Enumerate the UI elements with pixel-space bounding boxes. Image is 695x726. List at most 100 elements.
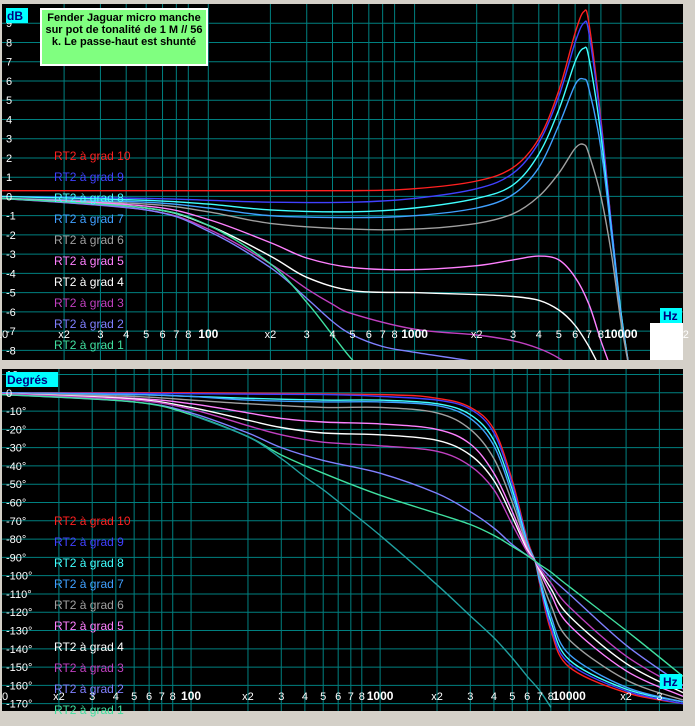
y-tick-label: -40° <box>6 461 26 473</box>
x-tick-label: 10 <box>0 329 8 341</box>
legend-entry: RT2 à grad 3 <box>54 661 124 675</box>
x-tick-label: 3 <box>510 329 516 341</box>
y-tick-label: -110° <box>6 589 32 601</box>
y-tick-label: 4 <box>6 114 12 126</box>
x-tick-label: 6 <box>146 691 152 703</box>
y-tick-label: -90° <box>6 552 26 564</box>
y-tick-label: 0 <box>6 191 12 203</box>
x-tick-label: 10000 <box>552 689 586 703</box>
x-tick-label: 8 <box>185 329 191 341</box>
x-tick-label: 5 <box>320 691 326 703</box>
x-tick-label: 7 <box>159 691 165 703</box>
phase-chart: 100-10°-20°-30°-40°-50°-60°-70°-80°-90°-… <box>0 369 683 717</box>
legend-entry: RT2 à grad 10 <box>54 149 131 163</box>
series-line <box>2 391 683 705</box>
y-tick-label: 8 <box>6 37 12 49</box>
legend-entry: RT2 à grad 7 <box>54 212 124 226</box>
y-tick-label: -20° <box>6 424 26 436</box>
legend-entry: RT2 à grad 5 <box>54 254 124 268</box>
x-tick-label: 3 <box>304 329 310 341</box>
x-axis-label-top: Hz <box>663 309 678 323</box>
x-axis-label: Hz <box>663 675 678 689</box>
legend-entry: RT2 à grad 4 <box>54 640 124 654</box>
y-tick-label: 3 <box>6 134 12 146</box>
y-tick-label: 2 <box>6 153 12 165</box>
y-tick-label: 6 <box>6 76 12 88</box>
y-tick-label: -50° <box>6 479 26 491</box>
x-tick-label: 1000 <box>367 689 394 703</box>
x-tick-label: 10 <box>0 691 8 703</box>
x-tick-label: x2 <box>58 329 70 341</box>
legend-entry: RT2 à grad 7 <box>54 577 124 591</box>
x-tick-label: x2 <box>53 691 65 703</box>
legend-entry: RT2 à grad 8 <box>54 556 124 570</box>
y-tick-label: -170° <box>6 699 32 711</box>
series-line <box>2 197 354 360</box>
x-tick-label: 6 <box>159 329 165 341</box>
y-tick-label: -140° <box>6 644 32 656</box>
y-tick-label: 7 <box>6 57 12 69</box>
x-tick-label: 5 <box>143 329 149 341</box>
x-tick-label: 4 <box>491 691 497 703</box>
series-line <box>190 414 552 708</box>
x-tick-label: 3 <box>278 691 284 703</box>
legend-entry: RT2 à grad 1 <box>54 703 124 717</box>
series-line <box>2 393 683 686</box>
x-tick-label: x2 <box>620 691 632 703</box>
series-line <box>2 197 470 360</box>
x-tick-label: 4 <box>536 329 542 341</box>
x-tick-label: 5 <box>349 329 355 341</box>
y-tick-label: -1 <box>6 211 16 223</box>
x-tick-label: 4 <box>329 329 335 341</box>
series-line <box>2 392 683 705</box>
series-line <box>2 393 683 698</box>
x-tick-label: 4 <box>113 691 119 703</box>
legend-entry: RT2 à grad 2 <box>54 317 124 331</box>
legend-entry: RT2 à grad 5 <box>54 619 124 633</box>
x-tick-label: 3 <box>656 691 662 703</box>
x-tick-label: 8 <box>170 691 176 703</box>
x-tick-label: 8 <box>392 329 398 341</box>
x-tick-label: 7 <box>537 691 543 703</box>
y-unit-badge <box>6 8 28 23</box>
legend-entry: RT2 à grad 9 <box>54 170 124 184</box>
series-line <box>2 393 683 694</box>
x-tick-label: 5 <box>131 691 137 703</box>
x-tick-label: 6 <box>524 691 530 703</box>
y-tick-label: -8 <box>6 345 16 357</box>
x-tick-label: x2 <box>242 691 254 703</box>
y-tick-label: -3 <box>6 249 16 261</box>
legend-entry: RT2 à grad 1 <box>54 338 124 352</box>
y-tick-label: -60° <box>6 498 26 510</box>
series-line <box>2 393 683 690</box>
x-tick-label: 4 <box>302 691 308 703</box>
y-tick-label: -4 <box>6 268 16 280</box>
x-tick-label: x2 <box>265 329 277 341</box>
y-axis-label: Degrés <box>7 373 48 387</box>
legend-entry: RT2 à grad 3 <box>54 296 124 310</box>
y-tick-label: -7 <box>6 326 16 338</box>
note-box: Fender Jaguar micro manche sur pot de to… <box>40 8 208 66</box>
y-tick-label: -120° <box>6 607 32 619</box>
x-tick-label: 8 <box>548 691 554 703</box>
x-unit-badge <box>660 674 682 689</box>
series-line <box>2 392 683 703</box>
y-tick-label: -6 <box>6 307 16 319</box>
series-line <box>2 143 629 360</box>
x-tick-label: 5 <box>509 691 515 703</box>
x-tick-label: 1000 <box>401 327 428 341</box>
y-tick-label: -150° <box>6 662 32 674</box>
y-tick-label: -100° <box>6 571 32 583</box>
x-tick-label: x2 <box>431 691 443 703</box>
y-tick-label: -130° <box>6 626 32 638</box>
x-tick-label: 3 <box>89 691 95 703</box>
x-tick-label: 6 <box>335 691 341 703</box>
x-tick-label: 8 <box>359 691 365 703</box>
x-tick-label: 4 <box>123 329 129 341</box>
legend-entry: RT2 à grad 6 <box>54 233 124 247</box>
series-line <box>2 197 564 360</box>
y-tick-label: -160° <box>6 680 32 692</box>
x-tick-label: 7 <box>348 691 354 703</box>
series-line <box>2 46 629 360</box>
